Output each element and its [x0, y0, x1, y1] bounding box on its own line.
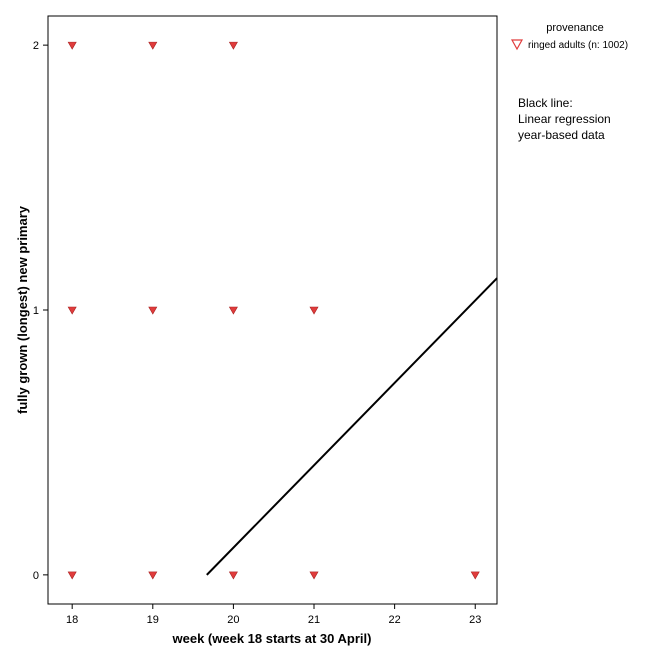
legend-entry-label: ringed adults (n: 1002)	[528, 40, 628, 51]
x-axis: 18 19 20 21 22 23	[66, 604, 481, 626]
annotation-note: Black line: Linear regression year-based…	[518, 96, 611, 142]
x-tick-label: 20	[227, 614, 239, 626]
x-tick-label: 19	[147, 614, 159, 626]
x-tick-label: 21	[308, 614, 320, 626]
y-tick-label: 1	[33, 305, 39, 317]
x-axis-title: week (week 18 starts at 30 April)	[172, 631, 372, 646]
x-tick-label: 22	[388, 614, 400, 626]
annotation-line-1: Black line:	[518, 96, 573, 110]
annotation-line-2: Linear regression	[518, 112, 611, 126]
x-tick-label: 18	[66, 614, 78, 626]
data-point	[148, 306, 158, 315]
legend: provenance ringed adults (n: 1002)	[510, 22, 628, 51]
legend-triangle-down-icon	[510, 39, 524, 51]
annotation-line-3: year-based data	[518, 128, 605, 142]
data-point	[148, 571, 158, 580]
y-tick-label: 0	[33, 570, 39, 582]
data-point	[309, 571, 319, 580]
data-point	[67, 571, 77, 580]
x-tick-label: 23	[469, 614, 481, 626]
data-point	[228, 41, 238, 50]
data-point	[228, 571, 238, 580]
regression-line	[206, 277, 498, 576]
regression-line-group	[206, 277, 498, 576]
y-tick-label: 2	[33, 40, 39, 52]
plot-frame	[47, 15, 498, 605]
data-point	[148, 41, 158, 50]
data-point	[228, 306, 238, 315]
legend-title: provenance	[546, 22, 604, 34]
data-point	[67, 41, 77, 50]
data-point	[309, 306, 319, 315]
data-point	[67, 306, 77, 315]
data-points	[67, 41, 480, 580]
data-point	[470, 571, 480, 580]
y-axis: 0 1 2	[33, 40, 48, 582]
y-axis-title: fully grown (longest) new primary	[15, 205, 30, 414]
